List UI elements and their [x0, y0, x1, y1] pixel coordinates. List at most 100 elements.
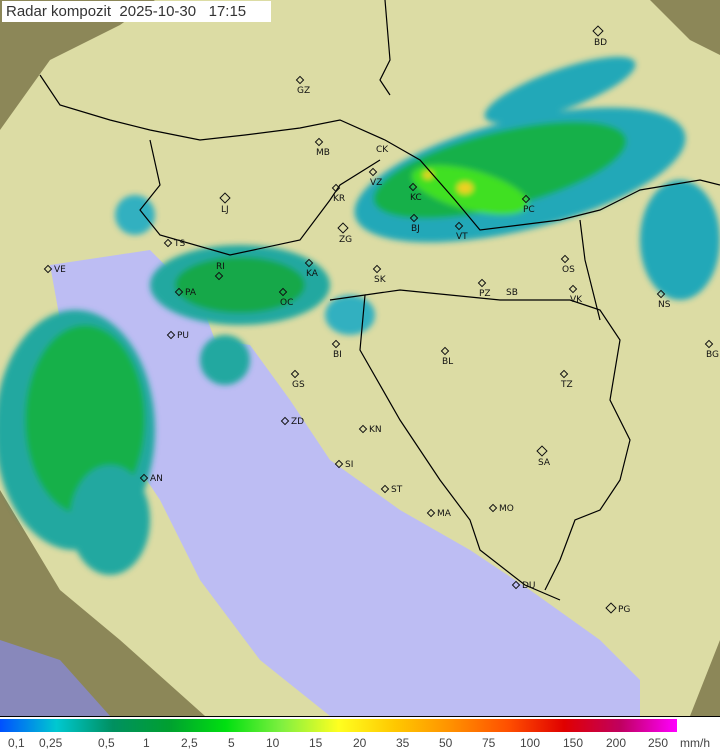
city-marker: KC	[408, 182, 422, 203]
legend-label: 35	[396, 736, 410, 750]
city-marker: ZD	[280, 416, 304, 427]
legend-label: 2,5	[181, 736, 198, 750]
legend-unit: mm/h	[680, 736, 710, 750]
diamond-icon	[337, 222, 349, 234]
diamond-icon	[511, 580, 521, 590]
diamond-icon	[408, 182, 418, 192]
rain-cell-intense	[457, 182, 473, 194]
city-marker: OC	[278, 287, 293, 308]
city-marker: PA	[174, 287, 196, 298]
city-marker: KA	[304, 258, 318, 279]
diamond-icon	[368, 167, 378, 177]
city-marker: MO	[488, 503, 514, 514]
city-marker: BL	[440, 346, 453, 367]
legend-label: 15	[309, 736, 323, 750]
rain-cell	[175, 257, 305, 313]
diamond-icon	[278, 287, 288, 297]
diamond-icon	[290, 369, 300, 379]
diamond-icon	[43, 264, 53, 274]
diamond-icon	[592, 25, 604, 37]
city-marker: SB	[506, 288, 518, 298]
diamond-icon	[280, 416, 290, 426]
city-marker: SI	[334, 459, 353, 470]
city-marker: MB	[314, 137, 330, 158]
diamond-icon	[295, 75, 305, 85]
diamond-icon	[331, 339, 341, 349]
city-marker: ZG	[337, 222, 352, 245]
diamond-icon	[304, 258, 314, 268]
legend-label: 5	[228, 736, 235, 750]
lower-left-sea	[0, 640, 110, 716]
diamond-icon	[166, 330, 176, 340]
diamond-icon	[163, 238, 173, 248]
legend-label: 250	[648, 736, 669, 750]
legend-label: 150	[563, 736, 584, 750]
diamond-icon	[568, 284, 578, 294]
legend-label: 75	[482, 736, 496, 750]
legend-label: 100	[520, 736, 541, 750]
city-marker: SA	[536, 445, 550, 468]
city-marker: TZ	[559, 369, 573, 390]
city-marker: BJ	[409, 213, 420, 234]
diamond-icon	[314, 137, 324, 147]
rain-cell	[70, 465, 150, 575]
city-marker: OS	[560, 254, 575, 275]
country-borders	[39, 0, 720, 601]
diamond-icon	[488, 503, 498, 513]
precipitation-layer	[0, 56, 720, 575]
city-marker: VK	[568, 284, 582, 305]
rain-cell	[640, 180, 720, 300]
diamond-icon	[334, 459, 344, 469]
diamond-icon	[174, 287, 184, 297]
city-marker: CK	[376, 145, 389, 155]
city-marker: KR	[331, 183, 345, 204]
diamond-icon	[380, 484, 390, 494]
legend-label: 200	[606, 736, 627, 750]
diamond-icon	[521, 194, 531, 204]
diamond-icon	[426, 508, 436, 518]
diamond-icon	[440, 346, 450, 356]
legend-label: 0,1	[8, 736, 25, 750]
city-marker: ST	[380, 484, 402, 495]
diamond-icon	[656, 289, 666, 299]
legend-label: 0,25	[39, 736, 63, 750]
city-marker: TS	[163, 238, 185, 249]
diamond-icon	[219, 192, 231, 204]
precipitation-color-scale	[0, 719, 677, 732]
diamond-icon	[331, 183, 341, 193]
city-marker: MA	[426, 508, 451, 519]
diamond-icon	[372, 264, 382, 274]
rain-cell	[200, 335, 250, 385]
legend-label: 20	[353, 736, 367, 750]
rain-cell	[484, 56, 636, 124]
city-marker: SK	[372, 264, 386, 285]
rain-cell-intense	[423, 171, 433, 179]
city-marker: BG	[704, 339, 719, 360]
city-marker: PU	[166, 330, 189, 341]
city-marker: PG	[605, 602, 630, 615]
city-marker: NS	[656, 289, 670, 310]
city-marker: VT	[454, 221, 468, 242]
diamond-icon	[139, 473, 149, 483]
diamond-icon	[536, 445, 548, 457]
city-marker: BD	[592, 25, 607, 48]
map-canvas	[0, 0, 720, 716]
city-marker: GZ	[295, 75, 310, 96]
diamond-icon	[214, 271, 224, 281]
city-marker: VZ	[368, 167, 382, 188]
legend-label: 10	[266, 736, 280, 750]
city-marker: BI	[331, 339, 342, 360]
diamond-icon	[477, 278, 487, 288]
diamond-icon	[358, 424, 368, 434]
city-marker: VE	[43, 264, 66, 275]
city-marker: KN	[358, 424, 382, 435]
city-marker: PC	[521, 194, 535, 215]
legend-label: 50	[439, 736, 453, 750]
diamond-icon	[704, 339, 714, 349]
city-marker: GS	[290, 369, 305, 390]
radar-map[interactable]: Radar kompozit 2025-10-30 17:15 BD GZ MB…	[0, 0, 720, 717]
city-marker: PZ	[477, 278, 491, 299]
diamond-icon	[560, 254, 570, 264]
diamond-icon	[409, 213, 419, 223]
legend-label: 0,5	[98, 736, 115, 750]
